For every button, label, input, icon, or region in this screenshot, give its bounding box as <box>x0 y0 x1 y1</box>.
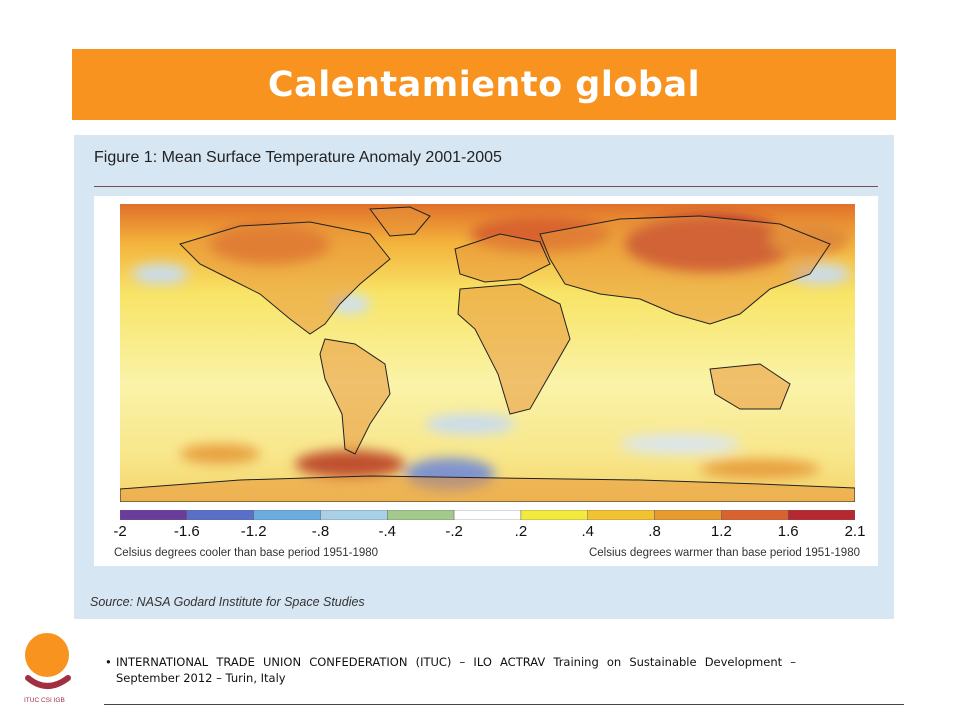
colorbar-swatch <box>453 510 522 520</box>
map-box: -2 -1.6 -1.2 -.8 -.4 -.2 .2 .4 .8 1.2 1.6 2.1 Celsi… <box>94 196 878 566</box>
africa-outline <box>457 283 571 415</box>
colorbar-tick-label: .4 <box>581 523 594 540</box>
colorbar-swatches <box>120 510 855 520</box>
colorbar-swatch <box>387 510 455 520</box>
slide-title: Calentamiento global <box>267 64 701 105</box>
figure-title: Figure 1: Mean Surface Temperature Anoma… <box>94 149 502 166</box>
bullet-icon: • <box>105 655 112 669</box>
footer-bullet-item: • INTERNATIONAL TRADE UNION CONFEDERATIO… <box>105 654 796 686</box>
colorbar-tick-label: -2 <box>113 523 127 540</box>
colorbar-swatch <box>320 510 388 520</box>
source-credit: Source: NASA Godard Institute for Space … <box>90 595 365 609</box>
colorbar-swatch <box>721 510 789 520</box>
colorbar <box>120 510 855 520</box>
colorbar-tick-label: -1.2 <box>240 523 267 540</box>
greenland-outline <box>369 206 431 237</box>
colorbar-tick-label: 2.1 <box>844 523 866 540</box>
colorbar-swatch <box>787 510 855 520</box>
colorbar-swatch <box>120 510 188 520</box>
asia-outline <box>539 215 831 325</box>
colorbar-swatch <box>654 510 722 520</box>
footer-divider <box>104 704 904 705</box>
footer-text: INTERNATIONAL TRADE UNION CONFEDERATION … <box>116 655 796 685</box>
europe-outline <box>454 233 551 283</box>
colorbar-tick-label: -.2 <box>445 523 463 540</box>
south-america-outline <box>319 338 391 455</box>
antarctica-outline <box>120 475 855 502</box>
colorbar-tick-label: 1.6 <box>777 523 799 540</box>
logo-arc-icon <box>25 675 71 689</box>
note-warmer: Celsius degrees warmer than base period … <box>588 547 860 559</box>
logo-text: ITUC CSI IGB <box>24 697 65 704</box>
logo-circle-icon <box>25 633 69 677</box>
note-cooler: Celsius degrees cooler than base period … <box>114 547 379 559</box>
figure-panel: Figure 1: Mean Surface Temperature Anoma… <box>74 135 894 619</box>
australia-outline <box>709 363 791 410</box>
ituc-logo <box>25 633 71 689</box>
north-america-outline <box>179 221 391 335</box>
continent-outlines <box>120 206 855 502</box>
colorbar-tick-label: -.4 <box>378 523 397 540</box>
temperature-anomaly-map <box>120 204 855 502</box>
colorbar-swatch <box>520 510 588 520</box>
figure-divider <box>94 186 878 187</box>
colorbar-swatch <box>253 510 321 520</box>
colorbar-tick-label: -.8 <box>311 523 330 540</box>
colorbar-tick-label: 1.2 <box>710 523 732 540</box>
colorbar-tick-label: -1.6 <box>173 523 200 540</box>
colorbar-swatch <box>186 510 254 520</box>
title-bar: Calentamiento global <box>72 49 896 120</box>
colorbar-tick-label: .2 <box>514 523 528 540</box>
colorbar-tick-label: .8 <box>648 523 661 540</box>
colorbar-swatch <box>587 510 655 520</box>
